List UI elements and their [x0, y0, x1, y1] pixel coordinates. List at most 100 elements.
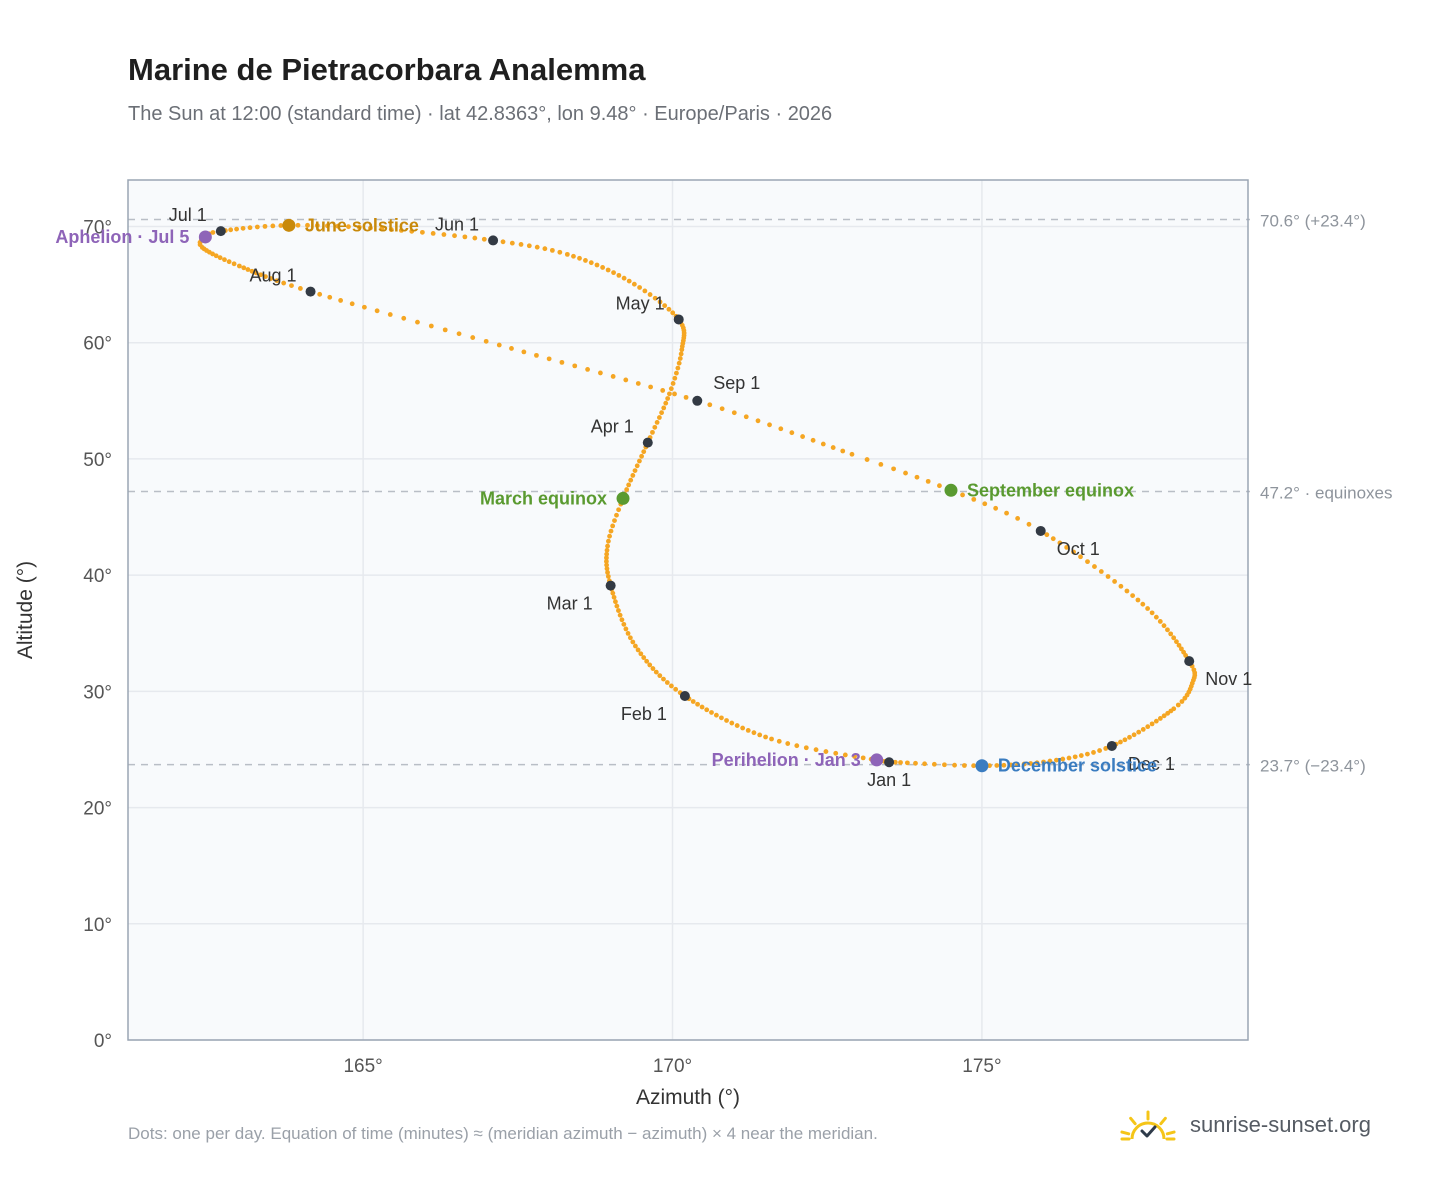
daily-sun-dot [1071, 549, 1076, 555]
sun-ray [1159, 1116, 1167, 1126]
daily-sun-dot [236, 263, 242, 269]
daily-sun-dot [903, 470, 908, 476]
daily-sun-dot [278, 223, 284, 228]
daily-sun-dot [441, 232, 447, 237]
daily-sun-dot [667, 391, 672, 397]
daily-sun-dot [650, 429, 655, 435]
event-label: December solstice [998, 756, 1157, 776]
month-marker-label: Jan 1 [867, 770, 911, 790]
daily-sun-dot [604, 547, 610, 553]
daily-sun-dot [262, 223, 268, 229]
y-tick-label: 50° [83, 450, 112, 471]
x-tick-label: 170° [653, 1056, 692, 1077]
daily-sun-dot [462, 234, 468, 240]
daily-sun-dot [1140, 601, 1146, 607]
month-marker [305, 286, 316, 297]
daily-sun-dot [534, 352, 539, 358]
daily-sun-dot [600, 265, 606, 270]
y-tick-label: 40° [83, 566, 112, 587]
daily-sun-dot [1124, 588, 1130, 594]
daily-sun-dot [925, 478, 931, 484]
daily-sun-dot [663, 400, 669, 406]
daily-sun-dot [785, 741, 791, 746]
daily-sun-dot [234, 226, 239, 232]
daily-sun-dot [659, 410, 664, 416]
daily-sun-dot [241, 265, 247, 271]
reference-line-label: 47.2° · equinoxes [1260, 483, 1393, 502]
reference-line-label: 23.7° (−23.4°) [1260, 757, 1366, 776]
grid [128, 180, 1248, 1041]
daily-sun-dot [1060, 756, 1066, 762]
month-marker-label: May 1 [616, 293, 665, 313]
daily-sun-dot [270, 223, 276, 229]
daily-sun-dot [588, 260, 594, 266]
month-marker-label: Mar 1 [547, 594, 593, 614]
event-label: September equinox [967, 480, 1134, 500]
daily-sun-dot [289, 283, 294, 289]
daily-sun-dot [630, 473, 636, 478]
daily-sun-dot [401, 315, 407, 321]
daily-sun-dot [914, 474, 920, 480]
daily-sun-dot [891, 466, 896, 472]
daily-sun-dot [483, 338, 489, 344]
daily-sun-dot [549, 247, 555, 253]
daily-sun-dot [695, 701, 700, 707]
daily-sun-dot [641, 655, 647, 660]
daily-sun-dot [648, 384, 654, 390]
event-marker [198, 230, 212, 244]
month-marker-label: Oct 1 [1057, 539, 1100, 559]
daily-sun-dot [1041, 759, 1046, 765]
daily-sun-dot [281, 280, 287, 286]
daily-sun-dot [1153, 718, 1159, 724]
daily-sun-dot [1135, 597, 1141, 603]
daily-sun-dot [613, 599, 618, 605]
daily-sun-dot [763, 734, 768, 740]
daily-sun-dot [699, 704, 705, 710]
daily-sun-dot [623, 626, 629, 632]
daily-sun-dot [849, 451, 855, 457]
month-marker [692, 395, 703, 406]
month-marker [605, 580, 616, 591]
axis-ticks: 165° 170° 175° 0° 10° 20° 30° 40° 50° 60° 70° [83, 217, 1001, 1077]
daily-sun-dot [608, 528, 614, 534]
daily-sun-dot [607, 533, 612, 539]
x-tick-label: 165° [343, 1056, 382, 1077]
daily-sun-dot [1057, 540, 1063, 546]
month-marker [642, 437, 653, 448]
event-marker [870, 753, 884, 767]
daily-sun-dot [833, 750, 839, 756]
y-tick-label: 0° [94, 1031, 112, 1052]
daily-sun-dot [604, 566, 610, 572]
daily-sun-dot [1064, 544, 1070, 550]
daily-sun-dot [745, 727, 751, 733]
daily-sun-dot [240, 225, 246, 231]
daily-sun-dot [960, 492, 965, 498]
daily-sun-dot [594, 262, 600, 268]
daily-sun-dot [317, 291, 323, 297]
daily-sun-dot [630, 639, 636, 645]
daily-sun-dot [670, 310, 676, 316]
daily-sun-dot [634, 463, 640, 469]
y-axis-label: Altitude (°) [14, 561, 37, 659]
sun-ray [1120, 1130, 1131, 1136]
daily-sun-dot [633, 643, 638, 649]
month-marker [673, 314, 684, 325]
brand[interactable]: sunrise-sunset.org [1120, 1100, 1371, 1150]
daily-sun-dot [249, 268, 255, 274]
daily-sun-dot [1072, 754, 1078, 760]
daily-sun-dot [830, 445, 836, 450]
daily-sun-dot [1118, 583, 1124, 589]
daily-sun-dot [852, 754, 857, 759]
daily-sun-dot [346, 224, 351, 230]
plot-area [128, 180, 1248, 1040]
daily-sun-dot [740, 725, 746, 731]
event-markers: June solstice December solstice March equi… [55, 215, 1157, 775]
daily-sun-dot [652, 424, 658, 430]
daily-sun-dot [661, 676, 666, 682]
month-marker [679, 691, 690, 701]
month-marker [1035, 525, 1046, 536]
daily-sun-dot [583, 258, 588, 263]
daily-sun-dot [1044, 532, 1050, 538]
reference-line-label: 70.6° (+23.4°) [1260, 212, 1366, 231]
daily-sun-dot [672, 391, 677, 397]
